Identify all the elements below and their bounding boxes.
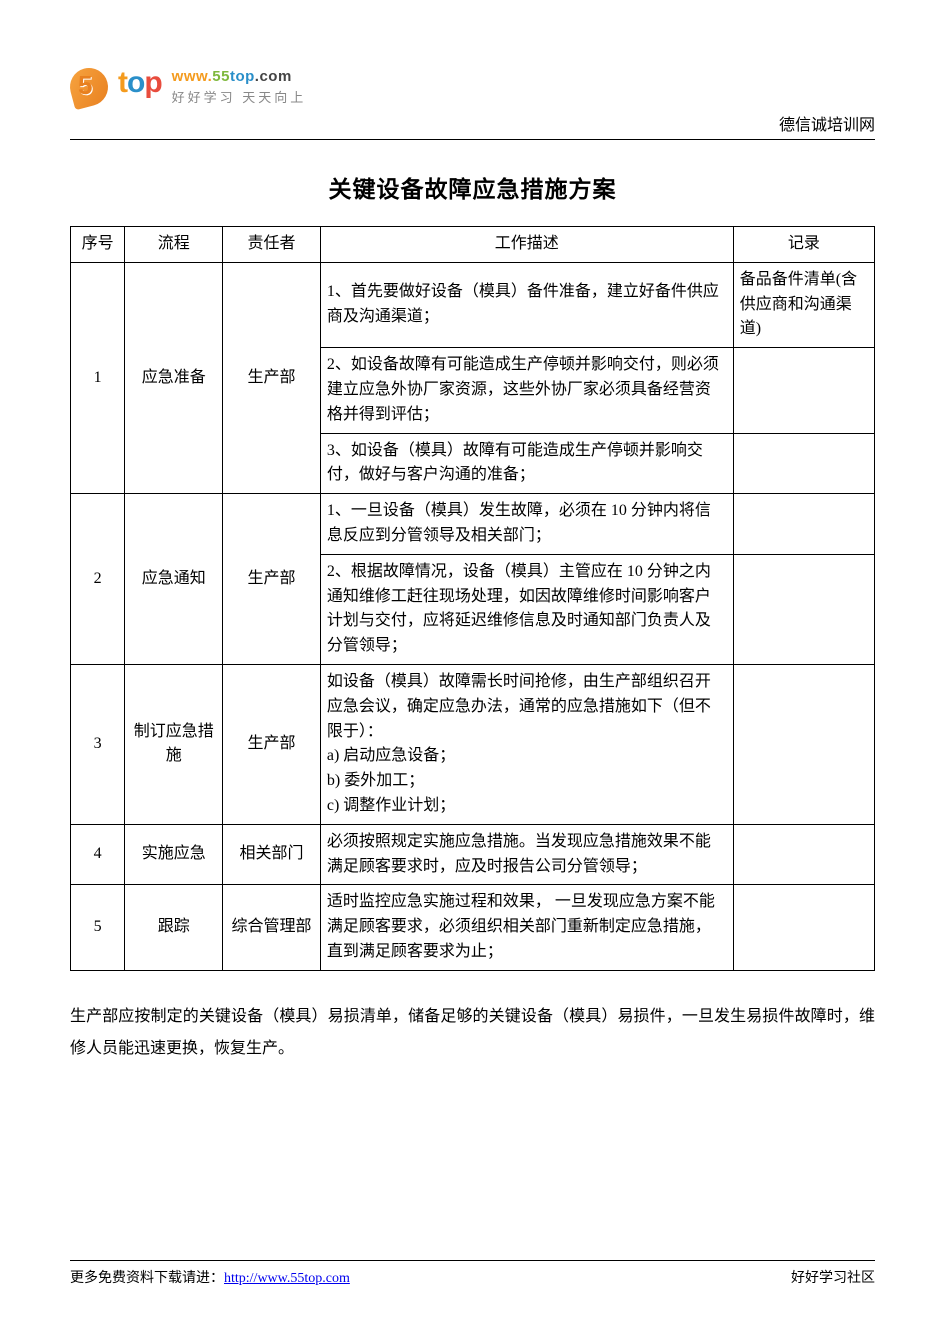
cell-description: 2、根据故障情况，设备（模具）主管应在 10 分钟之内通知维修工赶往现场处理，如…	[320, 554, 733, 664]
cell-description: 适时监控应急实施过程和效果， 一旦发现应急方案不能满足顾客要求，必须组织相关部门…	[320, 885, 733, 970]
table-row: 5跟踪综合管理部适时监控应急实施过程和效果， 一旦发现应急方案不能满足顾客要求，…	[71, 885, 875, 970]
cell-record	[733, 433, 874, 494]
cell-seq: 1	[71, 262, 125, 493]
cell-responsible: 生产部	[223, 664, 321, 824]
cell-responsible: 生产部	[223, 494, 321, 665]
cell-seq: 5	[71, 885, 125, 970]
cell-process: 实施应急	[125, 824, 223, 885]
cell-record	[733, 494, 874, 555]
brand-url: www.55top.com	[172, 68, 307, 85]
plan-table: 序号 流程 责任者 工作描述 记录 1应急准备生产部1、首先要做好设备（模具）备…	[70, 226, 875, 971]
col-header-description: 工作描述	[320, 227, 733, 263]
footer-right: 好好学习社区	[791, 1267, 875, 1287]
brand-logo: 5 top www.55top.com 好好学习 天天向上	[70, 62, 306, 110]
table-row: 1应急准备生产部1、首先要做好设备（模具）备件准备，建立好备件供应商及沟通渠道；…	[71, 262, 875, 347]
col-header-process: 流程	[125, 227, 223, 263]
table-row: 2应急通知生产部1、一旦设备（模具）发生故障，必须在 10 分钟内将信息反应到分…	[71, 494, 875, 555]
document-title: 关键设备故障应急措施方案	[70, 170, 875, 204]
cell-process: 制订应急措施	[125, 664, 223, 824]
col-header-seq: 序号	[71, 227, 125, 263]
cell-responsible: 相关部门	[223, 824, 321, 885]
col-header-responsible: 责任者	[223, 227, 321, 263]
cell-description: 2、如设备故障有可能造成生产停顿并影响交付，则必须建立应急外协厂家资源，这些外协…	[320, 348, 733, 433]
cell-responsible: 生产部	[223, 262, 321, 493]
footnote-paragraph: 生产部应按制定的关键设备（模具）易损清单，储备足够的关键设备（模具）易损件，一旦…	[70, 1001, 875, 1065]
site-name: 德信诚培训网	[779, 111, 875, 135]
cell-responsible: 综合管理部	[223, 885, 321, 970]
footer-link[interactable]: http://www.55top.com	[224, 1271, 350, 1286]
brand-name: top	[118, 68, 162, 98]
cell-seq: 3	[71, 664, 125, 824]
cell-record	[733, 554, 874, 664]
footer-prefix: 更多免费资料下载请进：	[70, 1271, 224, 1286]
table-row: 4实施应急相关部门必须按照规定实施应急措施。当发现应急措施效果不能满足顾客要求时…	[71, 824, 875, 885]
cell-process: 应急通知	[125, 494, 223, 665]
cell-record	[733, 885, 874, 970]
cell-process: 应急准备	[125, 262, 223, 493]
cell-seq: 2	[71, 494, 125, 665]
table-header-row: 序号 流程 责任者 工作描述 记录	[71, 227, 875, 263]
page-header: 5 top www.55top.com 好好学习 天天向上 德信诚培训网	[70, 70, 875, 140]
page-footer: 更多免费资料下载请进：http://www.55top.com 好好学习社区	[70, 1260, 875, 1287]
cell-description: 3、如设备（模具）故障有可能造成生产停顿并影响交付，做好与客户沟通的准备；	[320, 433, 733, 494]
cell-record	[733, 348, 874, 433]
col-header-record: 记录	[733, 227, 874, 263]
cell-record	[733, 664, 874, 824]
brand-slogan: 好好学习 天天向上	[172, 87, 307, 106]
logo-swirl-icon: 5	[70, 62, 112, 110]
cell-description: 必须按照规定实施应急措施。当发现应急措施效果不能满足顾客要求时，应及时报告公司分…	[320, 824, 733, 885]
table-row: 3制订应急措施生产部如设备（模具）故障需长时间抢修，由生产部组织召开应急会议，确…	[71, 664, 875, 824]
cell-description: 1、一旦设备（模具）发生故障，必须在 10 分钟内将信息反应到分管领导及相关部门…	[320, 494, 733, 555]
cell-process: 跟踪	[125, 885, 223, 970]
cell-record: 备品备件清单(含供应商和沟通渠道)	[733, 262, 874, 347]
cell-record	[733, 824, 874, 885]
cell-description: 如设备（模具）故障需长时间抢修，由生产部组织召开应急会议，确定应急办法，通常的应…	[320, 664, 733, 824]
footer-left: 更多免费资料下载请进：http://www.55top.com	[70, 1267, 350, 1287]
cell-seq: 4	[71, 824, 125, 885]
cell-description: 1、首先要做好设备（模具）备件准备，建立好备件供应商及沟通渠道；	[320, 262, 733, 347]
